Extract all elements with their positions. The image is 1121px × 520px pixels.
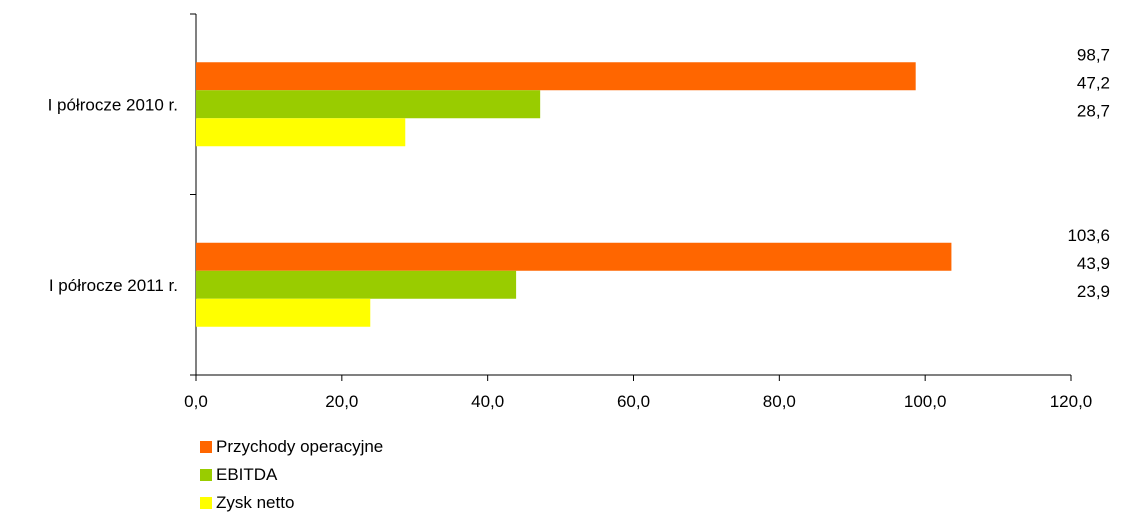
bar	[196, 242, 952, 271]
category-label: I półrocze 2010 r.	[48, 95, 178, 114]
legend-item-zysk-netto: Zysk netto	[200, 489, 383, 517]
x-tick-label: 60,0	[617, 392, 650, 411]
x-tick-label: 100,0	[904, 392, 947, 411]
legend-swatch	[200, 441, 212, 453]
legend-swatch	[200, 497, 212, 509]
data-label: 98,7	[1077, 45, 1110, 64]
data-label: 28,7	[1077, 101, 1110, 120]
legend-item-przychody: Przychody operacyjne	[200, 433, 383, 461]
labels: 0,0 20,0 40,0 60,0 80,0 100,0 120,0 I półrocze …	[48, 45, 1110, 411]
legend-swatch	[200, 469, 212, 481]
bar	[196, 270, 517, 299]
legend-label: Zysk netto	[216, 493, 295, 512]
bar	[196, 90, 541, 119]
data-label: 23,9	[1077, 282, 1110, 301]
legend-label: Przychody operacyjne	[216, 437, 384, 456]
bars	[196, 62, 952, 327]
legend-item-ebitda: EBITDA	[200, 461, 383, 489]
data-label: 103,6	[1067, 226, 1110, 245]
data-label: 43,9	[1077, 254, 1110, 273]
x-tick-label: 0,0	[184, 392, 208, 411]
data-label: 47,2	[1077, 73, 1110, 92]
x-tick-label: 40,0	[471, 392, 504, 411]
legend-label: EBITDA	[216, 465, 278, 484]
bar	[196, 62, 916, 91]
x-tick-label: 80,0	[763, 392, 796, 411]
x-tick-label: 20,0	[325, 392, 358, 411]
legend: Przychody operacyjne EBITDA Zysk netto	[200, 433, 383, 517]
bar	[196, 298, 371, 327]
bar	[196, 118, 406, 147]
x-tick-label: 120,0	[1050, 392, 1093, 411]
category-label: I półrocze 2011 r.	[49, 276, 178, 295]
